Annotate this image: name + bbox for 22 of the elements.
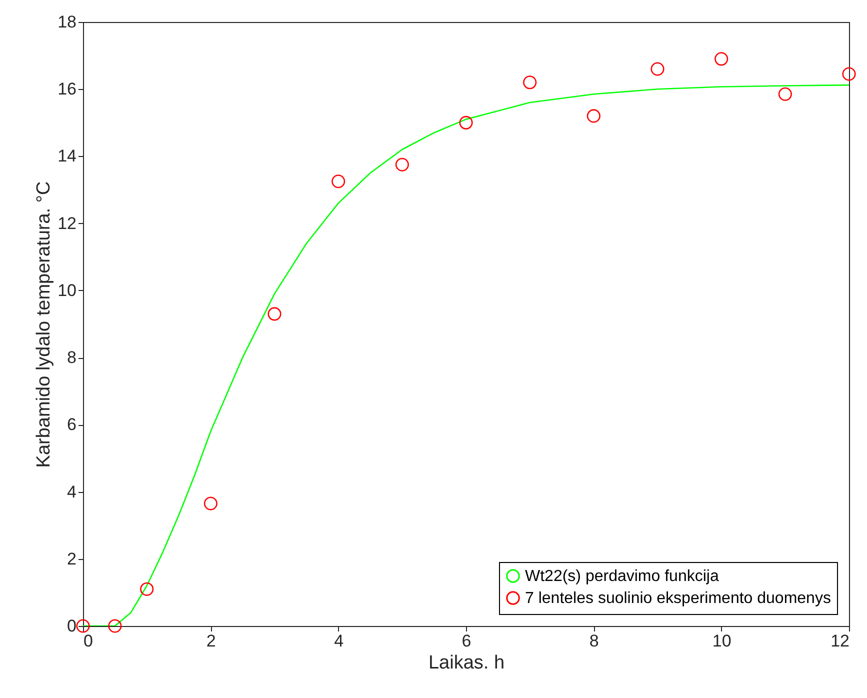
y-tick-label: 8 [67,348,76,368]
x-tick-label: 12 [830,632,850,650]
x-tick-label: 6 [462,632,472,650]
x-tick-label: 8 [589,632,599,650]
y-axis-title: Karbamido lydalo temperatura. °C [34,181,55,468]
y-tick-label: 2 [67,549,76,568]
x-tick-label: 0 [84,632,93,650]
y-tick-label: 6 [67,415,76,434]
y-tick-label: 16 [58,80,76,99]
x-tick-label: 10 [712,632,732,650]
x-tick-label: 4 [334,632,344,650]
y-tick-label: 4 [67,482,76,502]
x-axis-title: Laikas. h [428,652,505,674]
y-tick-label: 14 [58,146,76,166]
legend-label: Wt22(s) perdavimo funkcija [525,568,719,585]
y-tick-label: 0 [67,616,76,636]
y-tick-label: 10 [58,280,76,300]
legend-label: 7 lenteles suolinio eksperimento duomenys [525,590,831,607]
y-tick-label: 18 [58,12,76,32]
line-series [83,84,849,626]
x-tick-label: 2 [206,632,216,650]
y-tick-label: 12 [58,214,76,233]
